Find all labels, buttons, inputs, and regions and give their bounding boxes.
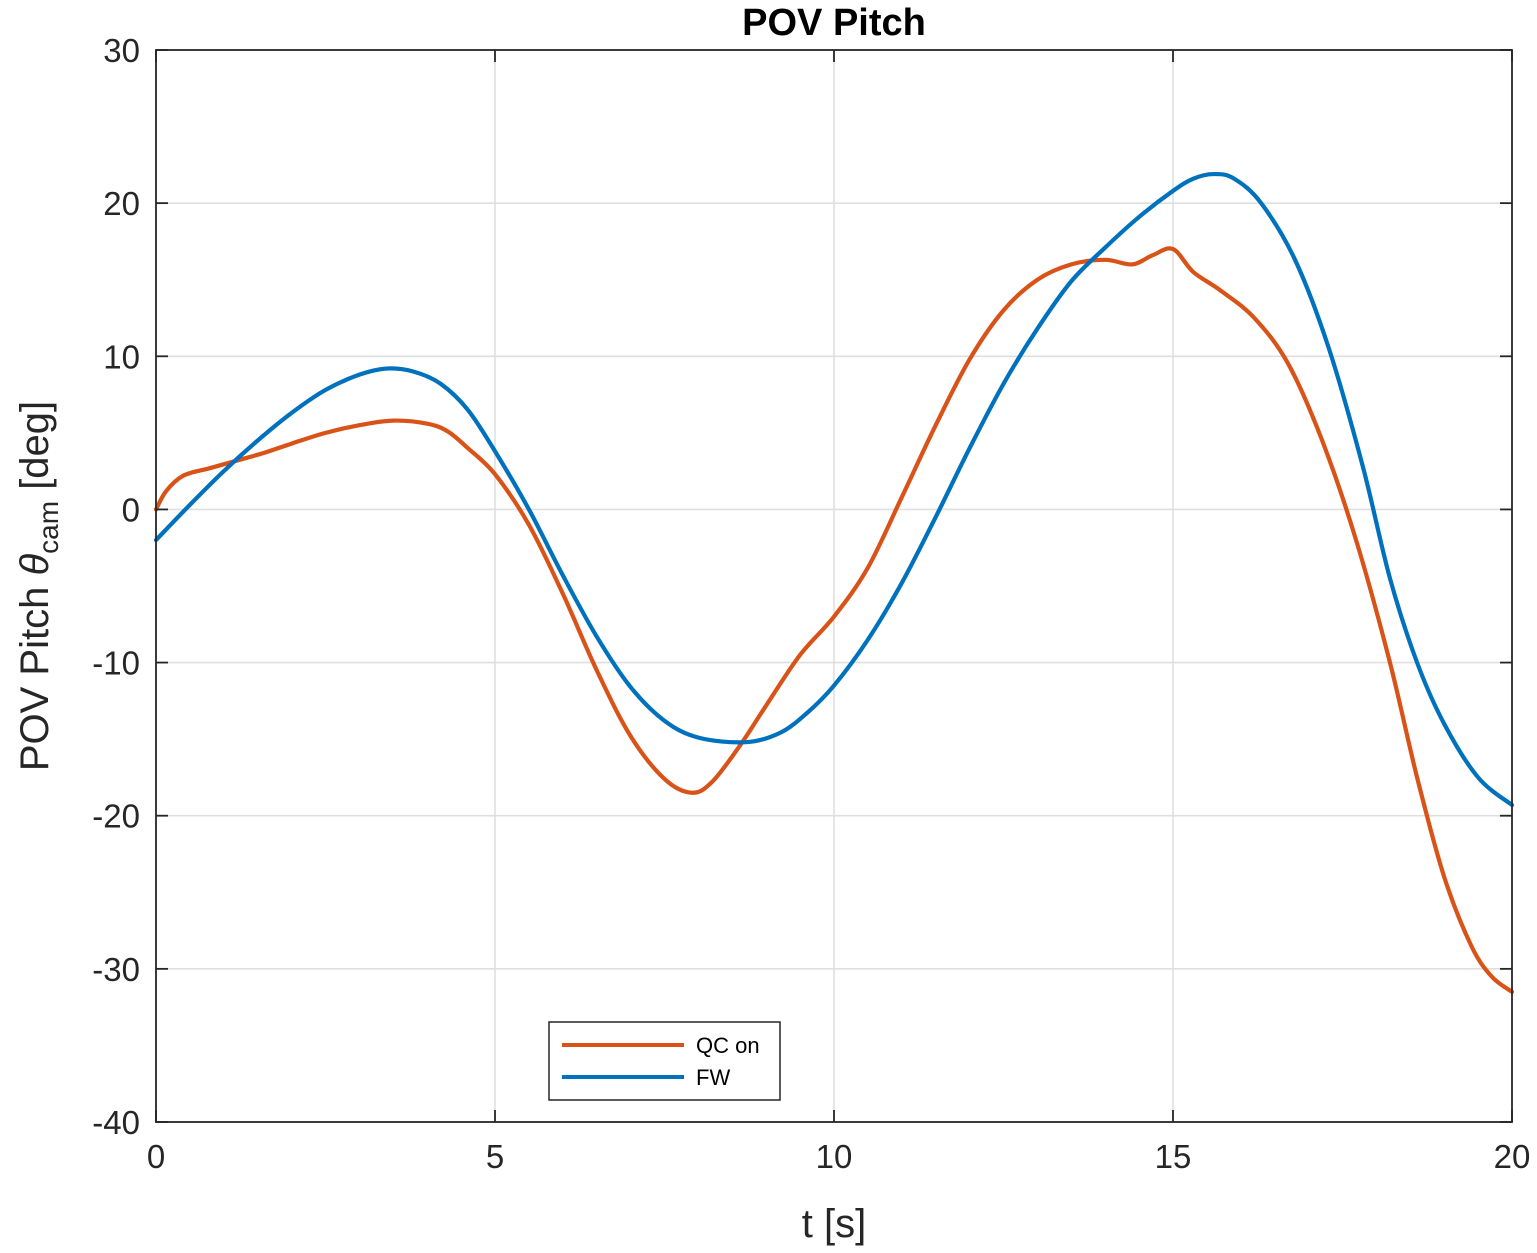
x-tick-label: 20 [1494,1138,1531,1175]
y-tick-label: 30 [103,32,140,69]
x-tick-label: 0 [147,1138,165,1175]
series-group [153,171,1515,994]
series-line-qc-on [153,246,1515,994]
legend-label-fw: FW [696,1065,730,1090]
x-axis-label: t [s] [802,1202,866,1246]
y-axis-label-prefix: POV Pitch [13,576,57,772]
legend: QC on FW [548,1021,781,1101]
x-tick-label: 5 [486,1138,504,1175]
grid [156,50,1512,1122]
y-axis-label-suffix: [deg] [13,401,57,501]
y-tick-label: -40 [92,1104,140,1141]
series-line-fw [153,171,1515,808]
chart-title: POV Pitch [742,2,926,44]
y-axis-label: POV Pitch θcam [deg] [13,401,64,771]
y-axis-label-symbol: θ [13,554,57,576]
ticks: 0 5 10 15 20 -40 -30 -20 -10 0 10 20 30 [92,32,1530,1175]
legend-label-qc-on: QC on [696,1033,760,1058]
x-tick-label: 10 [816,1138,853,1175]
legend-box [548,1021,781,1101]
y-tick-label: -10 [92,645,140,682]
y-tick-label: -20 [92,798,140,835]
y-tick-label: 0 [122,491,140,528]
y-axis-label-subscript: cam [33,501,64,554]
x-tick-label: 15 [1155,1138,1192,1175]
y-tick-label: -30 [92,951,140,988]
y-tick-label: 10 [103,338,140,375]
y-tick-label: 20 [103,185,140,222]
